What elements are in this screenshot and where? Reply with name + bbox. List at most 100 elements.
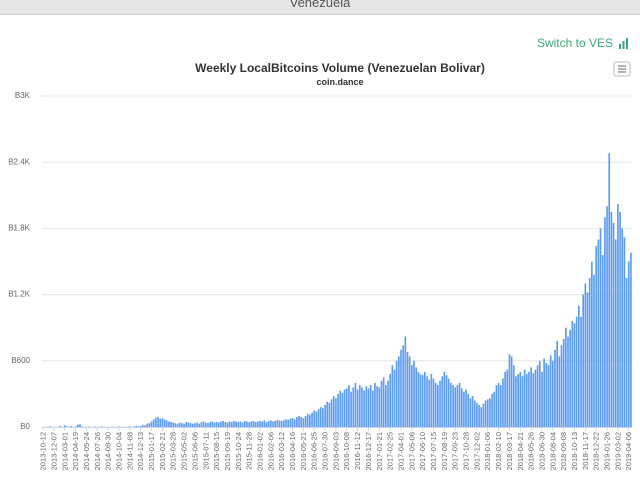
x-tick-label: 2016-07-30 — [321, 432, 330, 470]
x-tick-label: 2014-08-30 — [104, 432, 113, 470]
bar — [298, 415, 300, 427]
bar — [558, 356, 561, 427]
bar — [623, 237, 626, 427]
bar — [476, 402, 478, 427]
bar — [358, 385, 361, 427]
bar — [391, 365, 394, 427]
bar — [356, 389, 359, 427]
x-tick-label: 2018-03-17 — [505, 432, 514, 470]
bar — [328, 402, 331, 427]
x-tick-label: 2015-01-17 — [147, 432, 156, 470]
x-tick-label: 2017-02-25 — [386, 432, 395, 470]
x-tick-label: 2015-05-02 — [180, 432, 189, 470]
x-tick-label: 2015-03-28 — [169, 432, 178, 470]
bar — [625, 278, 628, 427]
bar — [198, 423, 201, 427]
bar — [497, 382, 500, 427]
bar — [267, 420, 270, 427]
bar — [428, 379, 431, 427]
bar — [217, 422, 220, 427]
bar — [194, 423, 196, 427]
bar — [66, 426, 68, 427]
bar — [185, 422, 188, 427]
bar — [207, 423, 209, 427]
bar — [215, 422, 218, 427]
x-tick-label: 2016-10-08 — [342, 432, 351, 470]
bar — [415, 367, 417, 427]
bar — [222, 420, 224, 427]
x-tick-label: 2014-07-26 — [93, 432, 102, 470]
bar — [157, 417, 159, 427]
bar — [161, 418, 164, 427]
bar — [296, 417, 298, 427]
bar — [473, 400, 476, 427]
bar — [168, 421, 170, 427]
bar — [191, 423, 194, 427]
bar — [599, 228, 602, 427]
page-title: Venezuela — [289, 0, 351, 10]
bar — [463, 391, 465, 427]
bar — [450, 382, 452, 427]
bar — [371, 390, 374, 427]
bar — [591, 261, 593, 427]
bar — [137, 426, 140, 427]
bar — [504, 371, 506, 427]
bar — [547, 365, 550, 427]
bar — [541, 371, 543, 427]
bar — [243, 420, 246, 427]
bar — [200, 422, 203, 427]
bar — [389, 374, 391, 427]
bar — [183, 423, 185, 427]
switch-icon[interactable] — [619, 37, 628, 49]
bar — [499, 385, 502, 427]
bar — [254, 422, 257, 427]
bar — [196, 422, 198, 427]
x-tick-label: 2015-09-19 — [223, 432, 232, 470]
bar — [343, 389, 346, 427]
menu-button[interactable] — [613, 61, 631, 77]
bar — [411, 365, 413, 427]
bar — [283, 420, 285, 427]
bar — [569, 329, 572, 427]
x-tick-label: 2015-06-06 — [190, 432, 199, 470]
bar — [339, 390, 342, 427]
bar — [575, 316, 578, 427]
x-tick-label: 2017-01-21 — [375, 432, 384, 470]
bar — [224, 422, 227, 427]
x-tick-label: 2018-11-17 — [581, 432, 590, 470]
bar — [241, 422, 244, 427]
x-tick-label: 2016-12-17 — [364, 432, 373, 470]
bar — [489, 398, 491, 427]
x-tick-label: 2018-10-13 — [570, 432, 579, 470]
bar — [528, 371, 530, 427]
x-tick-label: 2016-01-02 — [255, 432, 264, 470]
bar — [441, 376, 444, 427]
bar — [163, 419, 166, 427]
bar — [74, 426, 77, 427]
bar — [417, 371, 420, 427]
bar — [345, 388, 348, 427]
y-tick-label: B0 — [20, 422, 30, 431]
bar — [627, 261, 630, 427]
bar — [508, 354, 511, 427]
x-tick-label: 2016-05-21 — [299, 432, 308, 470]
x-tick-label: 2019-01-26 — [603, 432, 612, 470]
bar — [458, 382, 461, 427]
bar — [445, 375, 448, 427]
bar — [118, 426, 120, 427]
switch-text[interactable]: Switch to VES — [536, 36, 613, 50]
bar — [189, 423, 192, 427]
bar — [100, 426, 103, 427]
bar — [434, 382, 437, 427]
bar — [369, 385, 372, 427]
switch-link[interactable]: Switch to VES — [537, 36, 628, 50]
x-tick-label: 2016-04-16 — [288, 432, 297, 470]
bar — [152, 419, 155, 427]
bar — [426, 376, 428, 427]
bar — [593, 274, 595, 427]
bar — [584, 283, 587, 427]
bar — [413, 360, 415, 427]
x-tick-label: 2017-10-28 — [462, 432, 471, 470]
bar — [228, 421, 231, 427]
